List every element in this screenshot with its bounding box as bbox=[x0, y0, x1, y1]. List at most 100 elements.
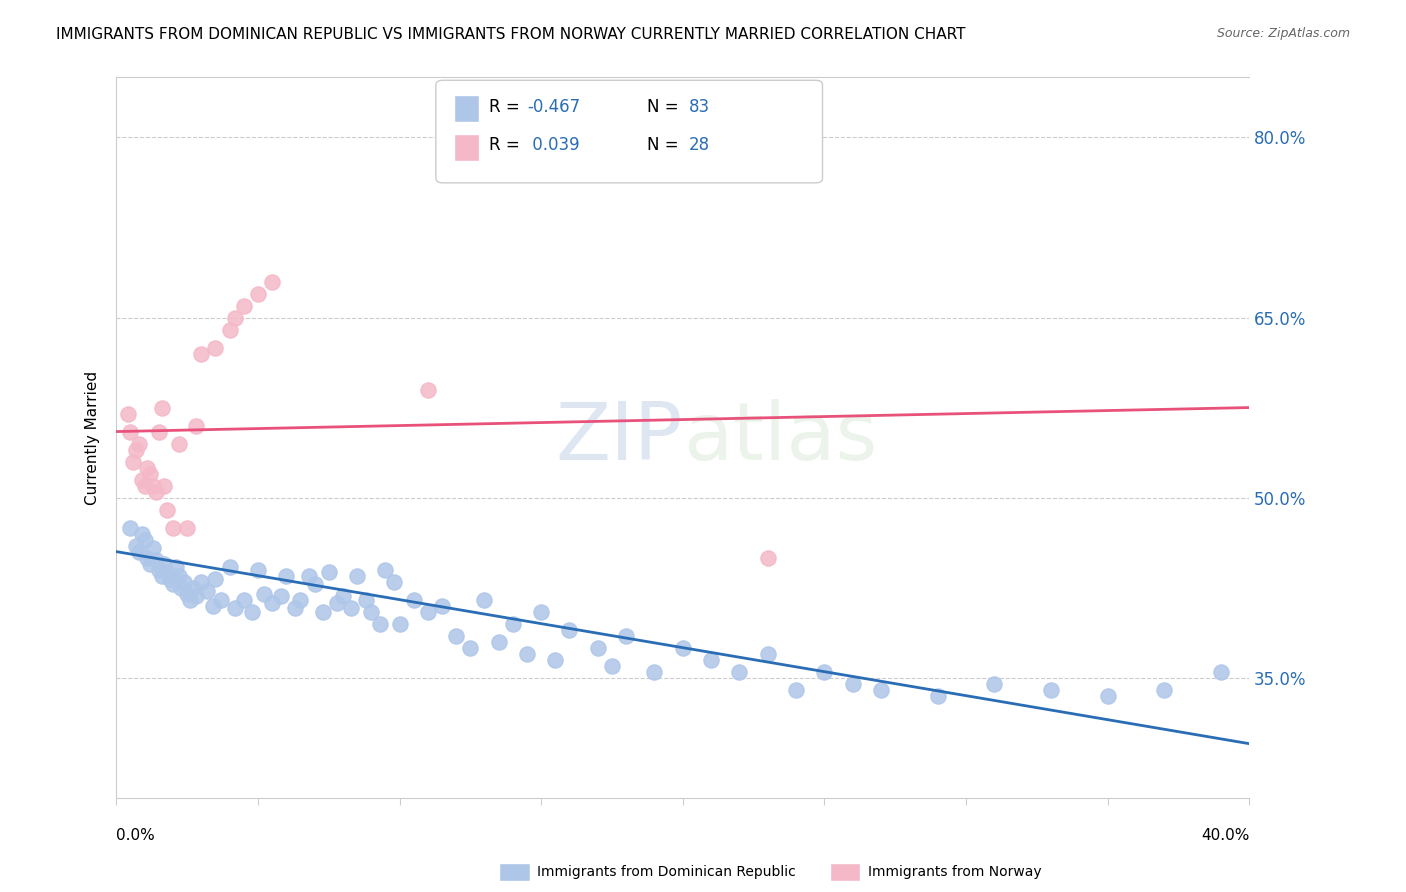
Point bbox=[134, 533, 156, 547]
Point bbox=[204, 341, 226, 355]
Point bbox=[209, 592, 232, 607]
Point bbox=[260, 596, 283, 610]
Point bbox=[167, 436, 190, 450]
Point bbox=[326, 596, 349, 610]
Point bbox=[304, 577, 326, 591]
Point bbox=[218, 560, 240, 574]
Point bbox=[240, 605, 263, 619]
Point bbox=[586, 640, 609, 655]
Point bbox=[488, 634, 510, 648]
Point bbox=[374, 563, 396, 577]
Point bbox=[841, 676, 863, 690]
Text: -0.467: -0.467 bbox=[527, 98, 581, 116]
Y-axis label: Currently Married: Currently Married bbox=[86, 370, 100, 505]
Point bbox=[122, 454, 145, 468]
Point bbox=[332, 589, 354, 603]
Point bbox=[340, 601, 363, 615]
Point bbox=[346, 568, 368, 582]
Point bbox=[167, 568, 190, 582]
Point bbox=[131, 526, 153, 541]
Point bbox=[136, 460, 159, 475]
Point bbox=[276, 568, 298, 582]
Point bbox=[360, 605, 382, 619]
Point bbox=[290, 592, 312, 607]
Point bbox=[181, 581, 204, 595]
Point bbox=[368, 616, 391, 631]
Point bbox=[190, 346, 212, 360]
Point bbox=[870, 682, 893, 697]
Text: N =: N = bbox=[647, 98, 683, 116]
Text: 28: 28 bbox=[689, 136, 710, 154]
Point bbox=[162, 577, 184, 591]
Text: ZIP: ZIP bbox=[555, 399, 683, 476]
Point bbox=[246, 563, 269, 577]
Point bbox=[224, 310, 246, 325]
Point bbox=[1209, 665, 1232, 679]
Point bbox=[416, 383, 439, 397]
Point bbox=[318, 565, 340, 579]
Point bbox=[643, 665, 665, 679]
Point bbox=[131, 473, 153, 487]
Text: R =: R = bbox=[489, 98, 526, 116]
Point bbox=[270, 589, 292, 603]
Text: IMMIGRANTS FROM DOMINICAN REPUBLIC VS IMMIGRANTS FROM NORWAY CURRENTLY MARRIED C: IMMIGRANTS FROM DOMINICAN REPUBLIC VS IM… bbox=[56, 27, 966, 42]
Point bbox=[150, 401, 173, 415]
Point bbox=[672, 640, 695, 655]
Point bbox=[179, 592, 201, 607]
Point bbox=[139, 557, 162, 571]
Text: 0.039: 0.039 bbox=[527, 136, 579, 154]
Point bbox=[544, 653, 567, 667]
Point bbox=[232, 299, 254, 313]
Point bbox=[150, 568, 173, 582]
Text: Source: ZipAtlas.com: Source: ZipAtlas.com bbox=[1216, 27, 1350, 40]
Point bbox=[927, 689, 949, 703]
Point bbox=[312, 605, 335, 619]
Point bbox=[195, 584, 218, 599]
Point bbox=[156, 565, 179, 579]
Point bbox=[204, 572, 226, 586]
Point bbox=[128, 436, 150, 450]
Point bbox=[558, 623, 581, 637]
Point bbox=[700, 653, 723, 667]
Point bbox=[298, 568, 321, 582]
Point bbox=[474, 592, 496, 607]
Text: 83: 83 bbox=[689, 98, 710, 116]
Point bbox=[460, 640, 482, 655]
Point bbox=[530, 605, 553, 619]
Point bbox=[1097, 689, 1119, 703]
Point bbox=[600, 658, 623, 673]
Point bbox=[516, 647, 538, 661]
Point bbox=[142, 478, 165, 492]
Point bbox=[176, 587, 198, 601]
Point bbox=[176, 520, 198, 534]
Point bbox=[184, 589, 207, 603]
Point bbox=[145, 553, 167, 567]
Point bbox=[190, 574, 212, 589]
Point bbox=[148, 425, 170, 439]
Point bbox=[416, 605, 439, 619]
Point bbox=[120, 520, 142, 534]
Point bbox=[125, 442, 148, 457]
Point bbox=[983, 676, 1005, 690]
Point bbox=[444, 629, 467, 643]
Point bbox=[260, 275, 283, 289]
Text: 40.0%: 40.0% bbox=[1201, 828, 1250, 843]
Point bbox=[813, 665, 835, 679]
Text: 0.0%: 0.0% bbox=[117, 828, 155, 843]
Point bbox=[756, 647, 779, 661]
Point bbox=[128, 544, 150, 558]
Point bbox=[153, 557, 176, 571]
Point bbox=[502, 616, 524, 631]
Point bbox=[402, 592, 425, 607]
Point bbox=[139, 467, 162, 481]
Point bbox=[756, 550, 779, 565]
Point bbox=[224, 601, 246, 615]
Text: Immigrants from Norway: Immigrants from Norway bbox=[868, 865, 1040, 880]
Point bbox=[134, 478, 156, 492]
Point bbox=[170, 581, 193, 595]
Point bbox=[165, 560, 187, 574]
Point bbox=[145, 484, 167, 499]
Point bbox=[430, 599, 453, 613]
Point bbox=[1153, 682, 1175, 697]
Point bbox=[201, 599, 224, 613]
